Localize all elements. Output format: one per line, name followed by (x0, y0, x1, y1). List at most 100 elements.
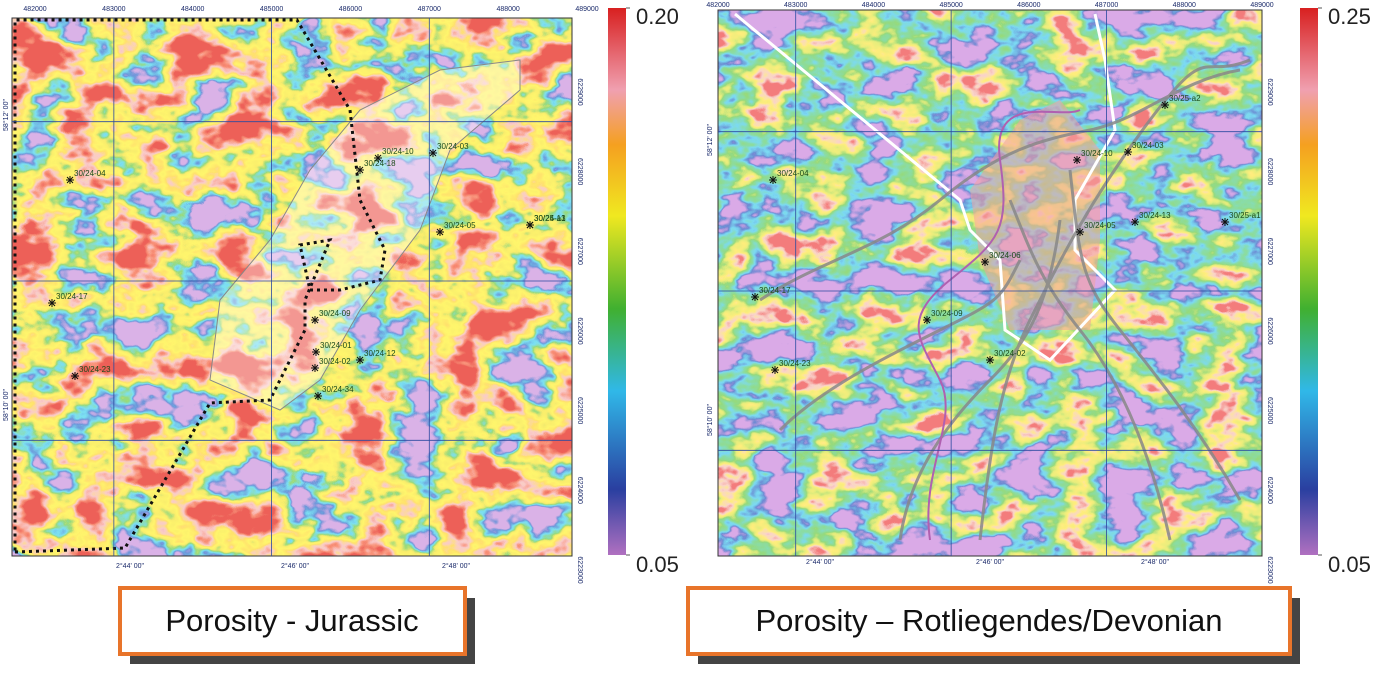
well-label: 30/24-10 (1081, 149, 1113, 158)
easting-label: 489000 (1250, 2, 1273, 9)
easting-label: 482000 (23, 6, 46, 13)
boundary (734, 12, 1118, 362)
easting-label: 487000 (1095, 2, 1118, 9)
northing-label: 6228000 (1266, 158, 1273, 185)
well-label: 30/24-06 (989, 251, 1021, 260)
well-symbol (771, 366, 779, 374)
well-symbol (1221, 218, 1229, 226)
colorbar (608, 8, 626, 555)
northing-label: 6227000 (1266, 238, 1273, 265)
northing-label: 6226000 (576, 317, 583, 344)
well-label: 30/24-17 (759, 286, 791, 295)
northing-label: 6226000 (1266, 317, 1273, 344)
longitude-label: 2°44' 00" (806, 558, 835, 566)
northing-label: 6223000 (1266, 556, 1273, 583)
well-symbol (314, 392, 322, 400)
well-label: 30/24-05 (1084, 221, 1116, 230)
colorbar-label: 0.05 (1328, 552, 1371, 577)
well-label: 30/25-a1 (1229, 211, 1261, 220)
well-symbol (356, 356, 364, 364)
caption-box (686, 586, 1292, 656)
caption: Porosity - Jurassic (165, 603, 418, 638)
northing-label: 6227000 (576, 238, 583, 265)
well-label: 30/25-a1 (534, 214, 566, 223)
well-label: 30/24-34 (322, 385, 354, 394)
easting-label: 483000 (784, 2, 807, 9)
easting-label: 486000 (339, 6, 362, 13)
well-label: 30/24-10 (382, 147, 414, 156)
well-label: 30/24-23 (779, 359, 811, 368)
well-symbol (374, 154, 382, 162)
easting-label: 483000 (102, 6, 125, 13)
well-symbol (48, 299, 56, 307)
easting-label: 485000 (939, 2, 962, 9)
latitude-label: 58°12' 00" (2, 99, 10, 131)
well-symbol (311, 316, 319, 324)
well-label: 30/24-13 (1139, 211, 1171, 220)
well-symbol (436, 228, 444, 236)
well-label: 30/24-03 (1132, 141, 1164, 150)
well-symbol (312, 348, 320, 356)
longitude-label: 2°46' 00" (976, 558, 1005, 566)
outline (917, 109, 1081, 541)
easting-label: 484000 (181, 6, 204, 13)
easting-label: 488000 (1173, 2, 1196, 9)
channel-lines (759, 58, 1251, 541)
colorbar (1300, 8, 1318, 555)
northing-label: 6225000 (1266, 397, 1273, 424)
well-label: 30/24-17 (56, 292, 88, 301)
well-label: 30/24-02 (994, 349, 1026, 358)
well-label: 30/24-18 (364, 159, 396, 168)
latitude-label: 58°12' 00" (706, 124, 714, 156)
well-symbol (356, 166, 364, 174)
northing-label: 6229000 (1266, 78, 1273, 105)
latitude-label: 58°10' 00" (706, 404, 714, 436)
longitude-label: 2°48' 00" (442, 562, 471, 570)
easting-label: 485000 (260, 6, 283, 13)
well-symbol (71, 372, 79, 380)
well-label: 30/24-05 (444, 221, 476, 230)
well-symbol (751, 293, 759, 301)
northing-label: 6224000 (576, 477, 583, 504)
well-symbol (1131, 218, 1139, 226)
well-symbol (769, 176, 777, 184)
easting-label: 484000 (862, 2, 885, 9)
colorbar-label: 0.05 (636, 552, 679, 577)
well-symbol (981, 258, 989, 266)
well-symbol (66, 176, 74, 184)
easting-label: 482000 (706, 2, 729, 9)
well-label: 30/24-02 (319, 357, 351, 366)
well-label: 30/24-09 (931, 309, 963, 318)
well-label: 30/24-12 (364, 349, 396, 358)
map-frame (717, 9, 1263, 557)
well-symbol (311, 364, 319, 372)
colorbar-label: 0.20 (636, 4, 679, 29)
porosity-map (12, 18, 572, 556)
well-label: 30/24-23 (79, 365, 111, 374)
well-symbol (1073, 156, 1081, 164)
well-label: 30/24-03 (437, 142, 469, 151)
northing-label: 6224000 (1266, 477, 1273, 504)
easting-label: 488000 (496, 6, 519, 13)
caption-box (118, 586, 467, 656)
well-label: 30/24-09 (319, 309, 351, 318)
longitude-label: 2°46' 00" (281, 562, 310, 570)
well-label: 30/24-04 (74, 169, 106, 178)
well-symbol (526, 221, 534, 229)
well-label: 30/24-13 (534, 214, 566, 223)
field-outline (209, 59, 521, 411)
map-frame (11, 17, 573, 557)
boundary (13, 18, 387, 554)
well-label: 30/24-04 (777, 169, 809, 178)
easting-label: 489000 (575, 6, 598, 13)
longitude-label: 2°44' 00" (116, 562, 145, 570)
northing-label: 6228000 (576, 158, 583, 185)
well-symbol (1076, 228, 1084, 236)
northing-label: 6225000 (576, 397, 583, 424)
easting-label: 487000 (418, 6, 441, 13)
latitude-label: 58°10' 00" (2, 389, 10, 421)
well-symbol (986, 356, 994, 364)
northing-label: 6229000 (576, 78, 583, 105)
